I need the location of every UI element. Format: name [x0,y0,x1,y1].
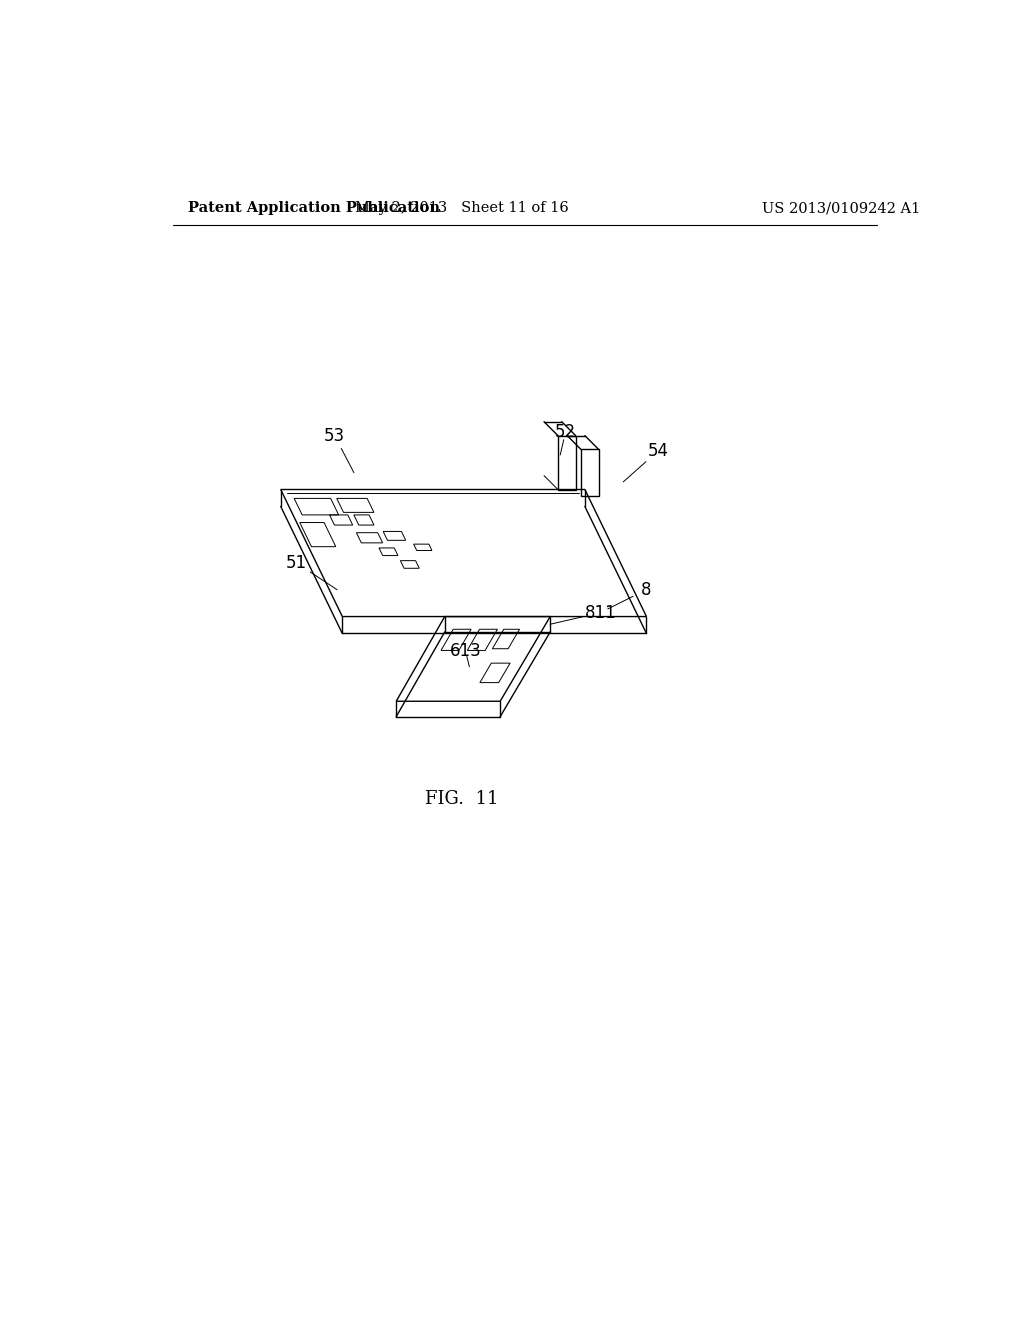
Text: US 2013/0109242 A1: US 2013/0109242 A1 [762,202,921,215]
Text: 613: 613 [450,643,481,660]
Text: 53: 53 [324,426,345,445]
Text: 52: 52 [555,422,577,441]
Text: 811: 811 [585,603,616,622]
Text: 51: 51 [286,553,306,572]
Text: Patent Application Publication: Patent Application Publication [188,202,440,215]
Text: FIG.  11: FIG. 11 [425,791,499,808]
Text: 54: 54 [647,442,669,459]
Text: May 2, 2013   Sheet 11 of 16: May 2, 2013 Sheet 11 of 16 [354,202,568,215]
Text: 8: 8 [641,581,651,598]
